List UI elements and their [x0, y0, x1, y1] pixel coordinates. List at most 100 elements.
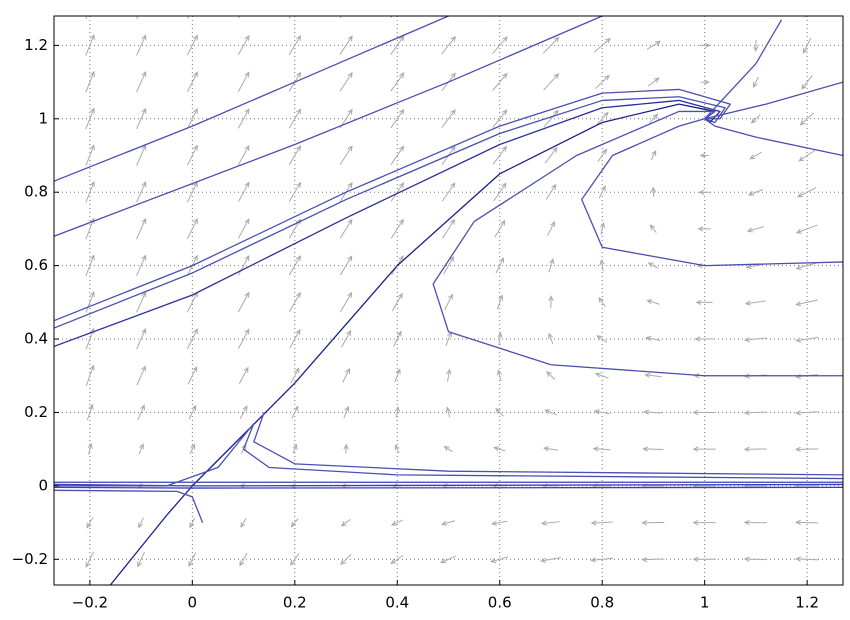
- field-arrow: [288, 181, 302, 202]
- field-arrow: [394, 405, 401, 418]
- field-arrow: [440, 555, 456, 564]
- field-arrow: [237, 254, 250, 276]
- field-arrow: [237, 291, 250, 313]
- plot-frame: [53, 15, 844, 586]
- field-arrow: [649, 113, 659, 124]
- field-arrow: [186, 181, 198, 203]
- field-arrow: [700, 79, 710, 85]
- field-arrow: [339, 16, 342, 19]
- field-arrow: [85, 551, 95, 568]
- field-arrow: [491, 16, 494, 18]
- field-arrow: [85, 144, 95, 166]
- field-arrow: [441, 35, 457, 55]
- field-arrow: [35, 218, 43, 239]
- field-arrow: [34, 586, 44, 606]
- trajectory: [54, 16, 603, 237]
- field-arrow: [647, 77, 660, 87]
- field-arrow: [496, 369, 502, 382]
- field-arrow: [795, 336, 819, 343]
- field-arrow: [288, 145, 302, 166]
- field-arrow: [494, 219, 506, 238]
- field-arrow: [288, 255, 301, 276]
- field-arrow: [239, 588, 248, 604]
- field-arrow: [85, 70, 95, 93]
- field-arrow: [750, 114, 761, 124]
- grid: [54, 16, 843, 585]
- field-arrow: [743, 519, 767, 526]
- field-arrow: [642, 446, 664, 452]
- field-arrow: [35, 145, 43, 166]
- field-arrow: [440, 592, 456, 601]
- field-arrow: [339, 145, 353, 166]
- field-arrow: [752, 76, 759, 88]
- field-arrow: [597, 148, 608, 162]
- field-arrow: [441, 109, 456, 128]
- field-arrow: [288, 34, 302, 56]
- field-arrow: [340, 590, 352, 603]
- field-arrow: [594, 2, 611, 16]
- field-arrow: [699, 6, 711, 10]
- trajectories: [54, 16, 843, 585]
- field-arrow: [339, 255, 353, 276]
- field-arrow: [186, 71, 198, 93]
- field-arrow: [544, 146, 558, 164]
- trajectory: [54, 483, 843, 487]
- field-arrow: [289, 329, 301, 349]
- field-arrow: [650, 149, 657, 161]
- field-arrow: [137, 404, 145, 420]
- field-arrow: [642, 594, 664, 598]
- field-arrow: [138, 443, 144, 455]
- field-arrow: [795, 299, 819, 307]
- x-tick-label: 0.6: [488, 594, 512, 612]
- field-arrow: [747, 189, 763, 196]
- field-arrow: [85, 180, 95, 203]
- field-arrow: [85, 254, 95, 277]
- field-arrow: [35, 0, 43, 19]
- vector-field: [34, 0, 819, 606]
- trajectory: [54, 489, 204, 523]
- field-arrow: [36, 444, 40, 455]
- x-tick-label: 0.4: [385, 594, 409, 612]
- trajectory: [54, 99, 721, 347]
- x-tick-label: 0.2: [283, 594, 307, 612]
- field-arrow: [85, 290, 95, 313]
- field-arrow: [744, 300, 767, 306]
- field-arrow: [795, 556, 819, 562]
- field-arrow: [641, 556, 665, 563]
- x-tick-label: 0: [188, 594, 198, 612]
- field-arrow: [35, 518, 42, 528]
- field-arrow: [493, 446, 506, 452]
- field-arrow: [694, 336, 714, 342]
- field-arrow: [340, 291, 353, 313]
- field-arrow: [446, 368, 452, 382]
- field-arrow: [444, 293, 453, 311]
- field-arrow: [543, 109, 559, 128]
- field-arrow: [290, 518, 299, 528]
- field-arrow: [186, 107, 198, 129]
- x-tick-label: 0.8: [590, 594, 614, 612]
- field-arrow: [697, 226, 711, 232]
- x-tick-label: 1: [700, 594, 710, 612]
- field-arrow: [394, 368, 401, 383]
- field-arrow: [746, 226, 765, 233]
- field-arrow: [692, 519, 716, 526]
- field-arrow: [136, 217, 147, 240]
- field-arrow: [596, 111, 609, 126]
- field-arrow: [797, 187, 817, 198]
- field-arrow: [593, 409, 610, 415]
- field-arrow: [237, 218, 250, 239]
- field-arrow: [238, 366, 249, 385]
- field-arrow: [539, 557, 561, 563]
- field-arrow: [390, 182, 405, 202]
- trajectory: [54, 96, 726, 329]
- field-arrow: [35, 292, 42, 313]
- field-arrow: [390, 16, 393, 18]
- field-arrow: [339, 218, 353, 239]
- field-arrow: [798, 149, 816, 162]
- y-tick-label: 0.4: [24, 330, 48, 348]
- field-arrow: [699, 152, 709, 159]
- field-arrow: [692, 446, 716, 452]
- field-arrow: [497, 331, 503, 346]
- trajectory: [432, 110, 843, 377]
- field-arrow: [390, 35, 405, 55]
